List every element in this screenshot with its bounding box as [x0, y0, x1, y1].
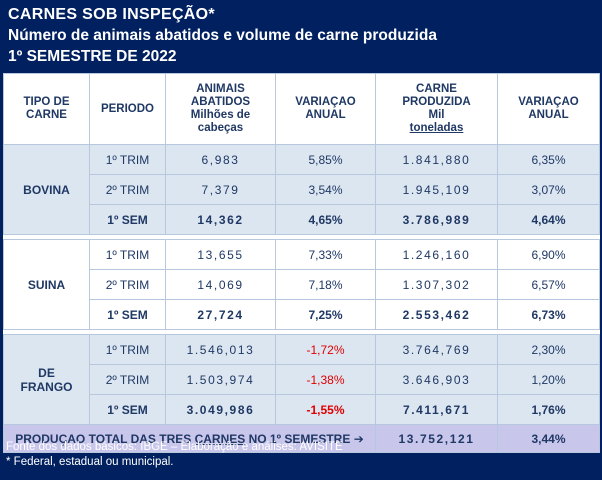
footer-note: * Federal, estadual ou municipal.	[6, 456, 174, 468]
carne-cell: 1.246,160	[375, 239, 498, 270]
period-cell: 1º TRIM	[89, 239, 166, 270]
carne-cell: 3.786,989	[375, 204, 498, 235]
period-cell: 1º SEM	[89, 394, 166, 425]
table-row: DE FRANGO 1º TRIM 1.546,013 -1,72% 3.764…	[3, 334, 600, 425]
total-value: 13.752,121	[375, 424, 498, 453]
data-table-wrapper: TIPO DE CARNE PERIODO ANIMAIS ABATIDOS M…	[3, 73, 600, 453]
animais-cell: 1.503,974	[165, 364, 276, 395]
var-animais-cell: 4,65%	[275, 204, 376, 235]
animais-cell: 3.049,986	[165, 394, 276, 425]
period-cell: 1º TRIM	[89, 334, 166, 365]
report-footer: Fonte dos dados básicos: IBGE – Elaboraç…	[6, 440, 343, 470]
carne-cell: 3.764,769	[375, 334, 498, 365]
var-animais-cell: 7,18%	[275, 269, 376, 300]
var-carne-cell: 6,35%	[497, 144, 600, 175]
var-animais-cell: 7,33%	[275, 239, 376, 270]
meat-type-bovina: BOVINA	[3, 144, 90, 235]
animais-cell: 7,379	[165, 174, 276, 205]
var-animais-cell: -1,72%	[275, 334, 376, 365]
var-carne-cell: 1,76%	[497, 394, 600, 425]
col-header-carne-l3: Mil	[428, 109, 445, 121]
total-variation: 3,44%	[497, 424, 600, 453]
animais-cell: 14,362	[165, 204, 276, 235]
var-animais-cell: -1,38%	[275, 364, 376, 395]
period-cell: 2º TRIM	[89, 269, 166, 300]
col-header-carne-l2: PRODUZIDA	[402, 96, 471, 108]
period-cell: 1º TRIM	[89, 144, 166, 175]
var-animais-cell: 5,85%	[275, 144, 376, 175]
col-header-carne-l4: toneladas	[409, 122, 464, 134]
period-cell: 1º SEM	[89, 204, 166, 235]
col-header-var-animais: VARIAÇAO ANUAL	[275, 73, 376, 145]
arrow-right-icon: ➔	[353, 431, 364, 446]
var-animais-cell: 7,25%	[275, 299, 376, 330]
col-header-animais: ANIMAIS ABATIDOS Milhões de cabeças	[165, 73, 276, 145]
col-header-animais-l2: ABATIDOS	[190, 96, 251, 108]
var-carne-cell: 6,90%	[497, 239, 600, 270]
var-animais-cell: -1,55%	[275, 394, 376, 425]
table-row: 1º SEM 14,362 4,65% 3.786,989 4,64%	[4, 204, 600, 235]
meat-type-suina: SUINA	[3, 239, 90, 330]
total-label-carnes: CARNES	[194, 431, 246, 446]
data-table: TIPO DE CARNE PERIODO ANIMAIS ABATIDOS M…	[3, 73, 600, 453]
carne-cell: 1.841,880	[375, 144, 498, 175]
var-carne-cell: 6,57%	[497, 269, 600, 300]
var-animais-cell: 3,54%	[275, 174, 376, 205]
carne-cell: 7.411,671	[375, 394, 498, 425]
col-header-carne-l1: CARNE	[416, 83, 457, 95]
var-carne-cell: 6,73%	[497, 299, 600, 330]
meat-type-frango-l1: DE	[38, 365, 55, 380]
report-period: 1º SEMESTRE DE 2022	[8, 48, 177, 65]
period-cell: 2º TRIM	[89, 364, 166, 395]
var-carne-cell: 4,64%	[497, 204, 600, 235]
var-carne-cell: 1,20%	[497, 364, 600, 395]
carne-cell: 2.553,462	[375, 299, 498, 330]
meat-type-frango: DE FRANGO	[3, 334, 90, 425]
report-subtitle: Número de animais abatidos e volume de c…	[8, 27, 437, 44]
period-cell: 2º TRIM	[89, 174, 166, 205]
animais-cell: 6,983	[165, 144, 276, 175]
table-row: 2º TRIM 7,379 3,54% 1.945,109 3,07%	[4, 174, 600, 205]
col-header-animais-l1: ANIMAIS	[196, 83, 245, 95]
animais-cell: 27,724	[165, 299, 276, 330]
col-header-animais-l3: Milhões de	[190, 109, 251, 121]
col-header-carne: CARNE PRODUZIDA Mil toneladas	[375, 73, 498, 145]
table-header-row: TIPO DE CARNE PERIODO ANIMAIS ABATIDOS M…	[3, 73, 600, 145]
total-label-pre: PRODUÇAO TOTAL DAS TRES	[15, 431, 195, 446]
total-label: PRODUÇAO TOTAL DAS TRES CARNES NO 1º SEM…	[3, 424, 376, 453]
meat-type-frango-l2: FRANGO	[20, 379, 73, 394]
animais-cell: 13,655	[165, 239, 276, 270]
carne-cell: 1.307,302	[375, 269, 498, 300]
col-header-periodo: PERIODO	[89, 73, 166, 145]
total-label-post: NO 1º SEMESTRE	[245, 431, 351, 446]
table-row: 1º SEM 27,724 7,25% 2.553,462 6,73%	[4, 299, 600, 330]
col-header-animais-l4: cabeças	[197, 122, 244, 134]
table-row: BOVINA 1º TRIM 6,983 5,85% 1.841,880 6,3…	[3, 144, 600, 235]
carne-cell: 3.646,903	[375, 364, 498, 395]
report-header: CARNES SOB INSPEÇÃO* Número de animais a…	[0, 0, 602, 72]
period-cell: 1º SEM	[89, 299, 166, 330]
table-row: 1º SEM 3.049,986 -1,55% 7.411,671 1,76%	[4, 394, 600, 425]
var-carne-cell: 2,30%	[497, 334, 600, 365]
total-row: PRODUÇAO TOTAL DAS TRES CARNES NO 1º SEM…	[3, 424, 600, 453]
carne-cell: 1.945,109	[375, 174, 498, 205]
table-row: 2º TRIM 14,069 7,18% 1.307,302 6,57%	[4, 269, 600, 300]
animais-cell: 1.546,013	[165, 334, 276, 365]
col-header-var-carne: VARIAÇAO ANUAL	[497, 73, 600, 145]
report-title: CARNES SOB INSPEÇÃO*	[8, 6, 215, 23]
col-header-tipo: TIPO DE CARNE	[3, 73, 90, 145]
table-row: 2º TRIM 1.503,974 -1,38% 3.646,903 1,20%	[4, 364, 600, 395]
footer-source: Fonte dos dados básicos: IBGE – Elaboraç…	[6, 441, 343, 453]
var-carne-cell: 3,07%	[497, 174, 600, 205]
animais-cell: 14,069	[165, 269, 276, 300]
table-row: SUINA 1º TRIM 13,655 7,33% 1.246,160 6,9…	[3, 239, 600, 330]
